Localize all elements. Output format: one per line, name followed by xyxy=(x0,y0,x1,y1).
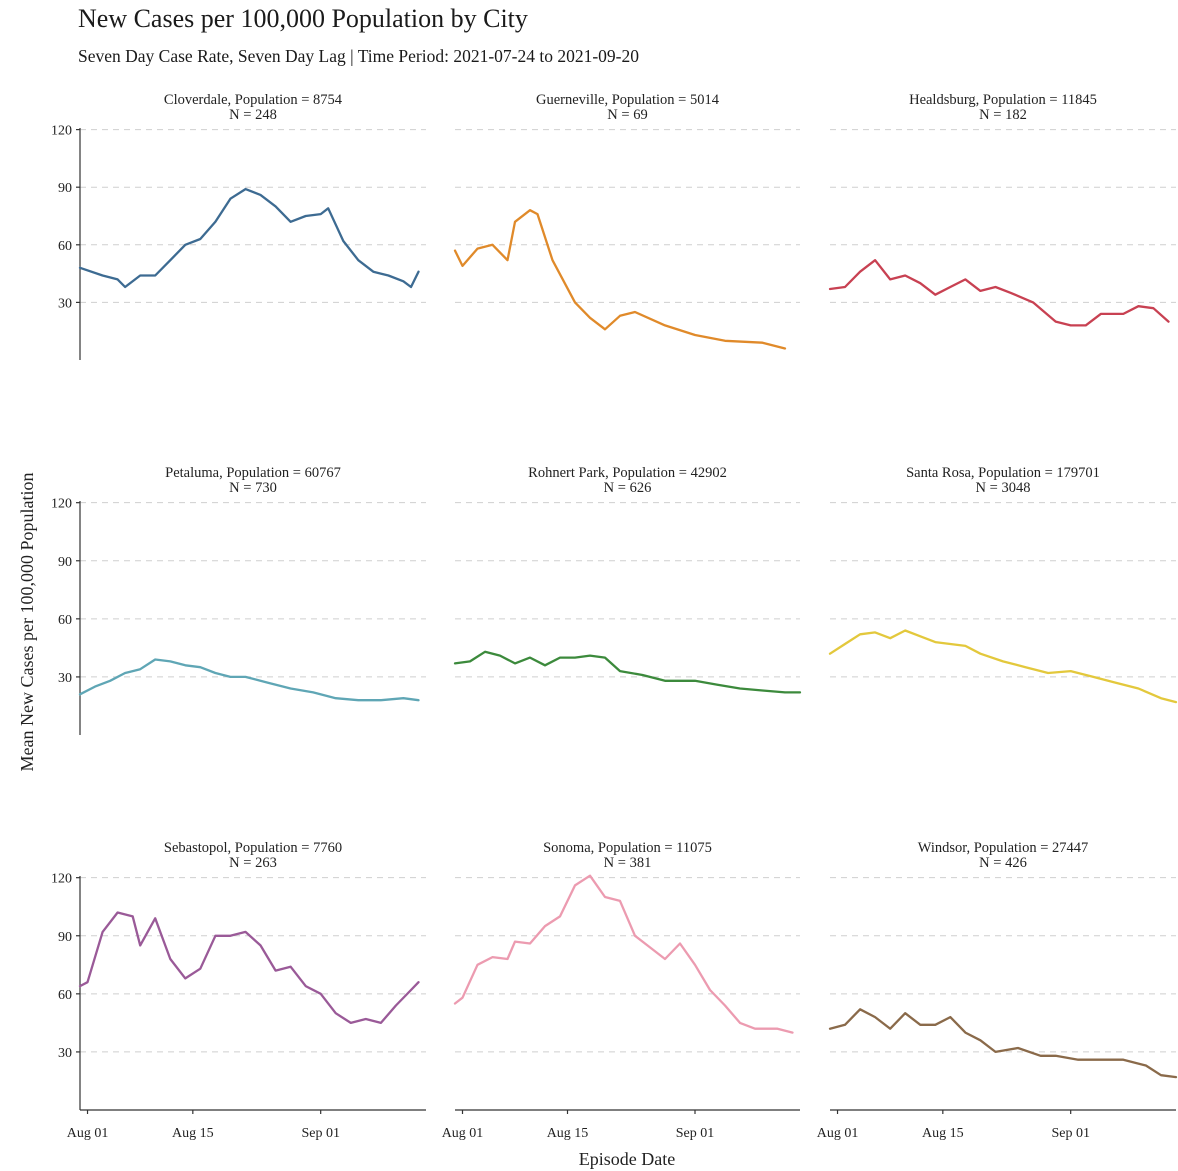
series-line xyxy=(78,187,420,289)
panel-n-label: N = 248 xyxy=(229,107,277,123)
y-tick-label: 120 xyxy=(51,124,72,139)
x-tick-label: Sep 01 xyxy=(1051,1126,1090,1141)
x-tick-label: Sep 01 xyxy=(301,1126,340,1141)
x-tick-label: Aug 15 xyxy=(547,1126,589,1141)
x-tick-label: Aug 15 xyxy=(922,1126,964,1141)
y-tick-label: 60 xyxy=(58,613,72,628)
panel-title: Sebastopol, Population = 7760 xyxy=(164,840,342,856)
x-tick-label: Sep 01 xyxy=(676,1126,715,1141)
series-line xyxy=(78,911,420,1025)
panel-title: Rohnert Park, Population = 42902 xyxy=(528,465,727,481)
series-line xyxy=(78,658,420,702)
y-tick-label: 30 xyxy=(58,671,72,686)
y-tick-label: 90 xyxy=(58,930,72,945)
panel-title: Guerneville, Population = 5014 xyxy=(536,92,720,108)
series-line xyxy=(453,650,802,694)
y-tick-label: 30 xyxy=(58,1046,72,1061)
panel-n-label: N = 381 xyxy=(604,855,652,871)
x-axis-title: Episode Date xyxy=(579,1149,675,1169)
panel-title: Sonoma, Population = 11075 xyxy=(543,840,712,856)
y-tick-label: 120 xyxy=(51,872,72,887)
y-tick-label: 60 xyxy=(58,239,72,254)
series-line xyxy=(828,1008,1178,1079)
x-tick-label: Aug 15 xyxy=(172,1126,214,1141)
panel-title: Petaluma, Population = 60767 xyxy=(165,465,341,481)
chart-title: New Cases per 100,000 Population by City xyxy=(78,4,528,33)
panel-n-label: N = 3048 xyxy=(976,480,1031,496)
panel-title: Cloverdale, Population = 8754 xyxy=(164,92,343,108)
panel-n-label: N = 69 xyxy=(607,107,647,123)
x-tick-label: Aug 01 xyxy=(817,1126,859,1141)
series-line xyxy=(453,209,787,350)
panel-title: Santa Rosa, Population = 179701 xyxy=(906,465,1100,481)
y-tick-label: 90 xyxy=(58,181,72,196)
panel-title: Windsor, Population = 27447 xyxy=(918,840,1089,856)
y-axis-title: Mean New Cases per 100,000 Population xyxy=(17,473,37,772)
panel-n-label: N = 626 xyxy=(604,480,652,496)
panel-n-label: N = 426 xyxy=(979,855,1027,871)
y-tick-label: 120 xyxy=(51,497,72,512)
y-tick-label: 90 xyxy=(58,555,72,570)
y-tick-label: 30 xyxy=(58,296,72,311)
series-line xyxy=(453,874,794,1034)
panel-title: Healdsburg, Population = 11845 xyxy=(909,92,1097,108)
panel-n-label: N = 263 xyxy=(229,855,277,871)
x-tick-label: Aug 01 xyxy=(442,1126,484,1141)
chart-subtitle: Seven Day Case Rate, Seven Day Lag | Tim… xyxy=(78,46,639,66)
panel-n-label: N = 182 xyxy=(979,107,1027,123)
series-line xyxy=(828,259,1170,327)
y-tick-label: 60 xyxy=(58,988,72,1003)
x-tick-label: Aug 01 xyxy=(67,1126,109,1141)
panel-n-label: N = 730 xyxy=(229,480,277,496)
series-line xyxy=(828,629,1178,704)
